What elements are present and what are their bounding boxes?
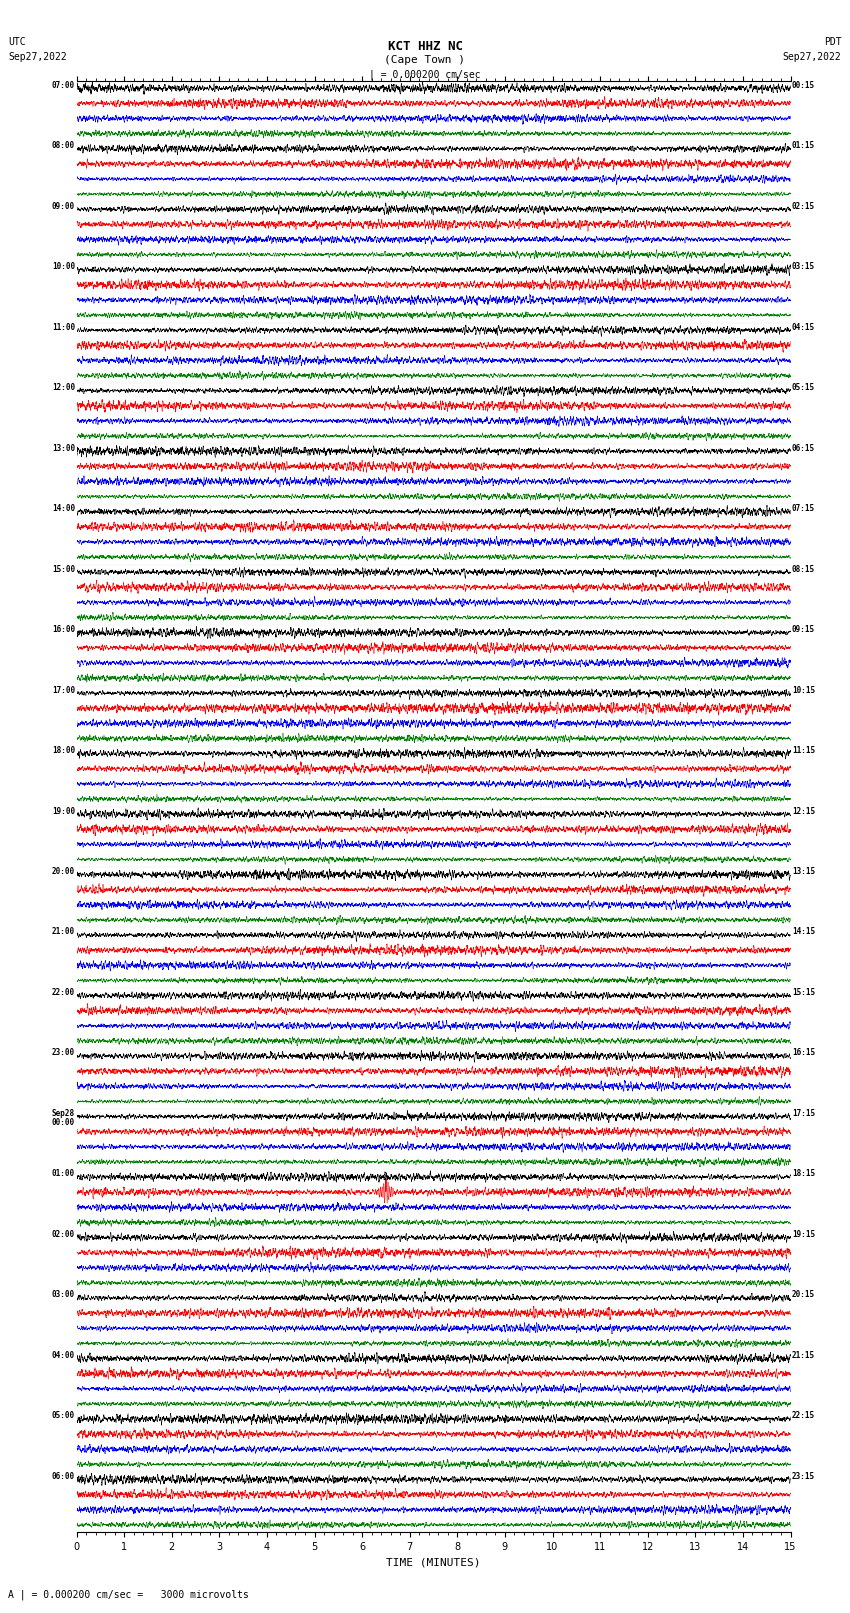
Text: 13:15: 13:15 (792, 868, 815, 876)
Text: 00:00: 00:00 (52, 1118, 75, 1127)
Text: 02:15: 02:15 (792, 202, 815, 211)
Text: 22:15: 22:15 (792, 1411, 815, 1421)
Text: 06:15: 06:15 (792, 444, 815, 453)
Text: 10:15: 10:15 (792, 686, 815, 695)
Text: 17:00: 17:00 (52, 686, 75, 695)
Text: 10:00: 10:00 (52, 263, 75, 271)
Text: A | = 0.000200 cm/sec =   3000 microvolts: A | = 0.000200 cm/sec = 3000 microvolts (8, 1589, 249, 1600)
Text: 20:15: 20:15 (792, 1290, 815, 1300)
Text: 00:15: 00:15 (792, 81, 815, 90)
Text: 16:15: 16:15 (792, 1048, 815, 1058)
Text: 03:15: 03:15 (792, 263, 815, 271)
Text: 12:00: 12:00 (52, 384, 75, 392)
Text: 07:00: 07:00 (52, 81, 75, 90)
Text: 23:00: 23:00 (52, 1048, 75, 1058)
Text: 15:00: 15:00 (52, 565, 75, 574)
Text: 03:00: 03:00 (52, 1290, 75, 1300)
Text: 06:00: 06:00 (52, 1471, 75, 1481)
Text: 17:15: 17:15 (792, 1110, 815, 1118)
Text: 13:00: 13:00 (52, 444, 75, 453)
Text: Sep27,2022: Sep27,2022 (8, 52, 67, 61)
Text: 01:00: 01:00 (52, 1169, 75, 1179)
Text: 01:15: 01:15 (792, 142, 815, 150)
Text: | = 0.000200 cm/sec: | = 0.000200 cm/sec (369, 69, 481, 81)
Text: 02:00: 02:00 (52, 1231, 75, 1239)
Text: 18:00: 18:00 (52, 747, 75, 755)
Text: (Cape Town ): (Cape Town ) (384, 55, 466, 65)
Text: 09:15: 09:15 (792, 626, 815, 634)
Text: 14:15: 14:15 (792, 927, 815, 937)
Text: 14:00: 14:00 (52, 503, 75, 513)
Text: 09:00: 09:00 (52, 202, 75, 211)
Text: UTC: UTC (8, 37, 26, 47)
Text: PDT: PDT (824, 37, 842, 47)
Text: 04:15: 04:15 (792, 323, 815, 332)
Text: 05:00: 05:00 (52, 1411, 75, 1421)
Text: 16:00: 16:00 (52, 626, 75, 634)
Text: 11:00: 11:00 (52, 323, 75, 332)
Text: 12:15: 12:15 (792, 806, 815, 816)
Text: 15:15: 15:15 (792, 987, 815, 997)
Text: 21:15: 21:15 (792, 1352, 815, 1360)
Text: 18:15: 18:15 (792, 1169, 815, 1179)
Text: 08:15: 08:15 (792, 565, 815, 574)
Text: 21:00: 21:00 (52, 927, 75, 937)
Text: KCT HHZ NC: KCT HHZ NC (388, 40, 462, 53)
Text: 08:00: 08:00 (52, 142, 75, 150)
Text: 11:15: 11:15 (792, 747, 815, 755)
Text: 23:15: 23:15 (792, 1471, 815, 1481)
Text: 19:00: 19:00 (52, 806, 75, 816)
Text: 04:00: 04:00 (52, 1352, 75, 1360)
Text: Sep27,2022: Sep27,2022 (783, 52, 842, 61)
Text: 05:15: 05:15 (792, 384, 815, 392)
Text: Sep28: Sep28 (52, 1110, 75, 1118)
X-axis label: TIME (MINUTES): TIME (MINUTES) (386, 1558, 481, 1568)
Text: 07:15: 07:15 (792, 503, 815, 513)
Text: 19:15: 19:15 (792, 1231, 815, 1239)
Text: 22:00: 22:00 (52, 987, 75, 997)
Text: 20:00: 20:00 (52, 868, 75, 876)
